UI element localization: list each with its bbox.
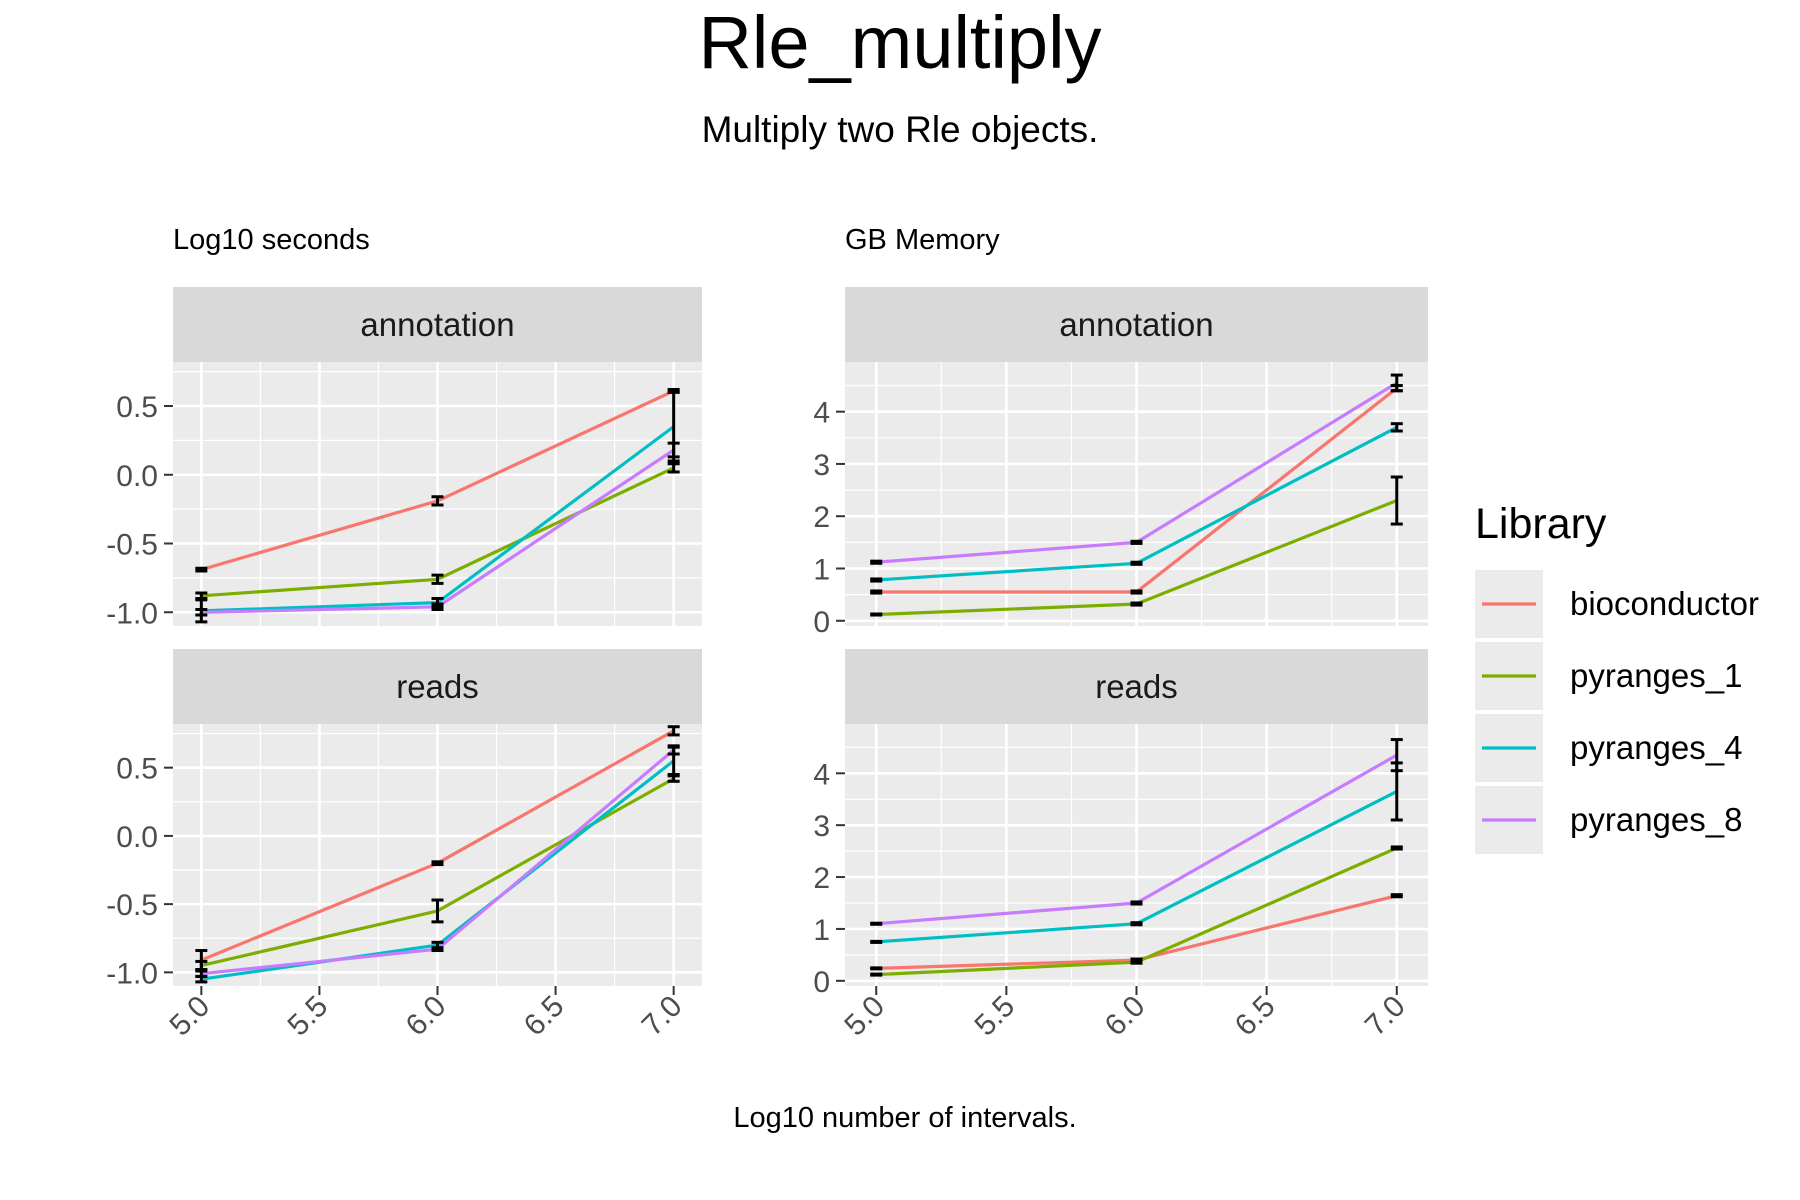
x-tick-label: 5.0 [163,990,216,1043]
x-tick-label: 5.5 [282,990,335,1043]
x-axis-label: Log10 number of intervals. [733,1102,1076,1134]
legend-key-pyranges_4: pyranges_4 [1475,714,1742,782]
errorbar-pyranges_1 [1390,475,1403,526]
errorbar-bioconductor [1390,893,1403,899]
facet-strip [845,649,1428,724]
y-tick-label: 0.5 [116,753,158,786]
y-tick-label: 0 [813,966,830,999]
errorbar-bioconductor [431,860,444,867]
errorbar-pyranges_8 [667,744,680,756]
group-label-left: Log10 seconds [173,224,370,256]
errorbar-bioconductor [431,495,444,507]
x-tick-label: 6.0 [400,990,453,1043]
errorbar-pyranges_4 [1130,560,1143,566]
errorbar-pyranges_8 [431,946,444,953]
chart-subtitle: Multiply two Rle objects. [702,109,1099,150]
x-tick-label: 6.5 [518,990,571,1043]
facet-label: annotation [1059,306,1213,343]
errorbar-pyranges_8 [870,559,883,565]
errorbar-pyranges_1 [870,972,883,977]
legend-key-bioconductor: bioconductor [1475,570,1759,638]
facet-label: annotation [360,306,514,343]
errorbar-pyranges_8 [667,441,680,459]
errorbar-pyranges_1 [667,462,680,474]
y-tick-label: -1.0 [106,957,158,990]
y-tick-label: 3 [813,810,830,843]
errorbar-pyranges_1 [1390,845,1403,851]
y-tick-label: -0.5 [106,889,158,922]
errorbar-pyranges_8 [1130,539,1143,545]
legend: Library bioconductor pyranges_1 pyranges_4… [1475,500,1759,854]
errorbar-pyranges_8 [1130,900,1143,906]
errorbar-pyranges_1 [1130,959,1143,965]
group-label-right: GB Memory [845,224,1000,256]
panel-2: annotation 0 1 2 3 4 [813,287,1428,639]
errorbar-pyranges_8 [1390,738,1403,773]
y-tick-label: -0.5 [106,529,158,562]
facet-label: reads [396,668,479,705]
legend-title: Library [1475,500,1607,548]
legend-keys: bioconductor pyranges_1 pyranges_4 pyranges… [1475,570,1759,854]
errorbar-pyranges_8 [431,602,444,611]
panel-0: annotation -1.0 -0.5 0.0 0.5 [106,287,702,630]
chart-title: Rle_multiply [698,1,1101,84]
y-tick-label: 1 [813,914,830,947]
facet-strip [845,287,1428,362]
legend-label: pyranges_1 [1570,657,1742,694]
errorbar-pyranges_8 [1390,373,1403,393]
y-tick-label: 0.5 [116,391,158,424]
x-tick-label: 6.5 [1229,990,1282,1043]
errorbar-pyranges_4 [1390,422,1403,433]
errorbar-bioconductor [195,566,208,573]
y-tick-label: 3 [813,449,830,482]
errorbar-pyranges_4 [1130,921,1143,927]
legend-key-pyranges_1: pyranges_1 [1475,642,1742,710]
y-tick-label: 1 [813,553,830,586]
errorbar-bioconductor [667,725,680,737]
y-tick-label: 0.0 [116,821,158,854]
errorbar-bioconductor [870,589,883,595]
errorbar-pyranges_8 [870,921,883,926]
x-tick-label: 6.0 [1099,990,1152,1043]
errorbar-pyranges_1 [870,612,883,617]
errorbar-pyranges_4 [870,577,883,583]
legend-key-pyranges_8: pyranges_8 [1475,786,1742,854]
facet-strip [173,287,702,362]
y-tick-label: -1.0 [106,597,158,630]
legend-label: bioconductor [1570,585,1759,622]
facet-strip [173,649,702,724]
x-tick-label: 7.0 [636,990,689,1043]
legend-label: pyranges_8 [1570,801,1742,838]
errorbar-pyranges_8 [195,969,208,978]
errorbar-bioconductor [1130,589,1143,595]
x-tick-label: 5.0 [838,990,891,1043]
facet-label: reads [1095,668,1178,705]
legend-label: pyranges_4 [1570,729,1742,766]
panels: annotation -1.0 -0.5 0.0 0.5 reads -1.0 -0.5 0.0… [106,287,1428,1042]
errorbar-pyranges_4 [870,939,883,944]
y-tick-label: 0.0 [116,460,158,493]
panel-3: reads 0 1 2 3 4 5.0 5.5 6.0 6.5 7.0 [813,649,1428,1042]
x-tick-label: 5.5 [968,990,1021,1043]
y-tick-label: 4 [813,397,830,430]
errorbar-bioconductor [870,966,883,971]
y-tick-label: 2 [813,501,830,534]
errorbar-pyranges_1 [431,573,444,585]
errorbar-pyranges_8 [195,608,208,617]
y-tick-label: 4 [813,758,830,791]
errorbar-pyranges_1 [431,898,444,924]
y-tick-label: 0 [813,606,830,639]
x-tick-label: 7.0 [1359,990,1412,1043]
y-tick-label: 2 [813,862,830,895]
panel-1: reads -1.0 -0.5 0.0 0.5 5.0 5.5 6.0 6.5 7.0 [106,649,702,1042]
errorbar-pyranges_1 [1130,601,1143,607]
